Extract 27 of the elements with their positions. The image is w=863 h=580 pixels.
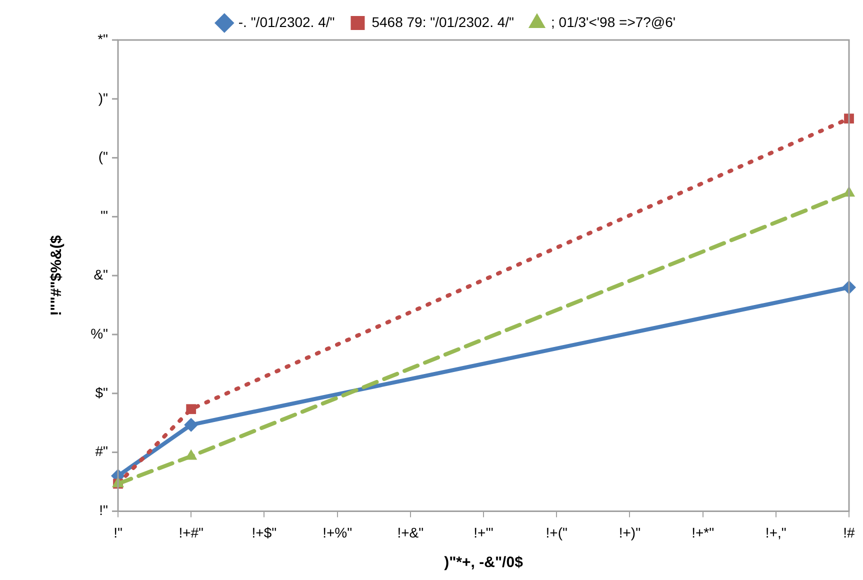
text: (" xyxy=(98,148,108,165)
x-tick-label: !+*" xyxy=(692,524,714,540)
x-tick-label: !+#" xyxy=(178,524,204,540)
text: $" xyxy=(95,384,108,400)
text: !" xyxy=(99,502,108,518)
text: '" xyxy=(100,208,108,224)
x-axis-title: )"*+, -&"/0$ xyxy=(444,554,524,572)
x-tick-label: !" xyxy=(114,524,122,540)
legend-label: 5468 79: "/01/2302. 4/" xyxy=(372,14,514,30)
x-tick-label: !+$" xyxy=(252,524,277,540)
text: *" xyxy=(98,30,108,47)
legend-label: ; 01/3'<'98 =>7?@6' xyxy=(551,14,676,30)
text: #" xyxy=(95,443,108,460)
x-tick-label: !+)" xyxy=(618,524,641,540)
x-tick-label: !+," xyxy=(765,524,786,540)
y-axis-title: !""#"$%&($ xyxy=(48,234,66,316)
point xyxy=(186,404,196,414)
x-tick-label: !# xyxy=(843,524,856,540)
text: &" xyxy=(94,266,108,282)
x-tick-label: !+&" xyxy=(397,524,424,540)
x-tick-label: !+(" xyxy=(546,524,568,540)
legend-label: -. "/01/2302. 4/" xyxy=(238,14,335,30)
text: )" xyxy=(98,90,108,106)
x-tick-label: !+%" xyxy=(322,524,352,540)
text: %" xyxy=(90,325,108,342)
x-tick-label: !+'" xyxy=(474,524,494,540)
point xyxy=(184,418,198,432)
